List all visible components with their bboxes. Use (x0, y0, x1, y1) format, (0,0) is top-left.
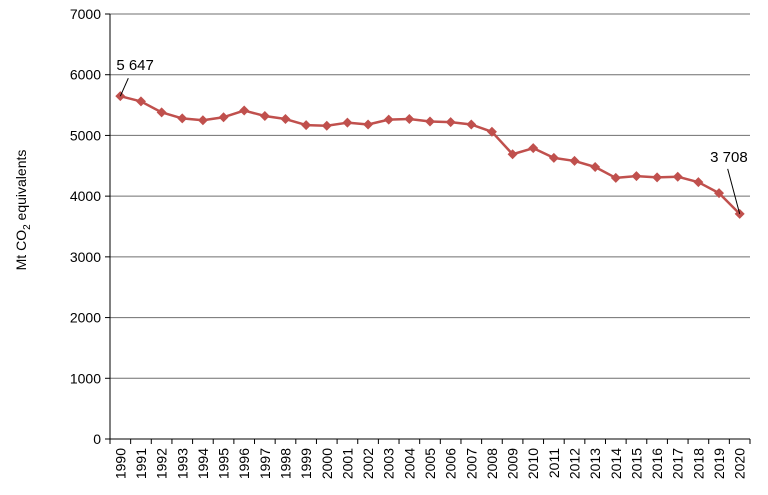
data-point-marker (197, 115, 208, 126)
data-point-marker (321, 120, 332, 131)
x-tick-label: 2004 (401, 448, 417, 479)
data-point-marker (404, 114, 415, 125)
data-point-marker (259, 111, 270, 121)
data-point-marker (714, 188, 725, 199)
data-point-marker (239, 105, 250, 116)
data-point-marker (631, 171, 642, 182)
y-tick-label: 0 (93, 431, 101, 447)
x-tick-label: 2008 (484, 448, 500, 479)
x-tick-label: 2006 (443, 448, 459, 479)
data-point-marker (135, 96, 146, 107)
y-tick-label: 7000 (70, 6, 101, 22)
axes (109, 14, 750, 440)
data-point-marker (383, 114, 394, 125)
data-point-marker (445, 117, 456, 128)
x-tick-label: 2012 (567, 448, 583, 479)
y-axis-label: Mt CO2 equivalents (13, 150, 33, 271)
x-tick-label: 1992 (154, 448, 170, 479)
data-point-marker (218, 112, 229, 123)
x-tick-label: 2009 (505, 448, 521, 479)
x-tick-label: 1995 (216, 448, 232, 479)
data-point-marker (177, 113, 188, 124)
data-point-marker (486, 126, 497, 137)
data-point-marker (425, 116, 435, 127)
annotation-leader (727, 168, 741, 215)
x-tick-label: 2005 (422, 448, 438, 479)
data-point-marker (652, 172, 663, 183)
data-point-marker (342, 117, 353, 128)
data-point-marker (693, 177, 704, 188)
data-point-marker (672, 171, 683, 182)
x-tick-label: 2020 (732, 448, 748, 479)
y-axis-label-subscript: 2 (22, 224, 33, 230)
x-tick-label: 2001 (339, 448, 355, 479)
x-tick-label: 2011 (546, 448, 562, 478)
y-tick-label: 4000 (70, 188, 101, 204)
data-point-marker (548, 152, 559, 163)
annotation-leader (119, 77, 129, 97)
annotation-label: 3 708 (710, 149, 748, 166)
x-tick-label: 2003 (381, 448, 397, 479)
gridlines (110, 13, 750, 379)
data-point-marker (507, 149, 518, 160)
x-tick-label: 1999 (298, 448, 314, 479)
x-tick-label: 2019 (711, 448, 727, 479)
annotations: 5 647 3 708 (116, 57, 748, 215)
data-point-marker (363, 119, 374, 130)
y-tick-label: 6000 (70, 67, 101, 83)
x-tick-label: 2002 (360, 448, 376, 479)
x-tick-label: 2015 (628, 448, 644, 479)
x-tick-label: 2017 (670, 448, 686, 479)
x-tick-label: 1997 (257, 448, 273, 479)
x-tick-label: 2010 (525, 448, 541, 479)
y-tick-label: 1000 (70, 370, 101, 386)
x-tick-label: 2007 (463, 448, 479, 479)
x-tick-label: 2014 (608, 448, 624, 479)
x-tick-label: 2018 (690, 448, 706, 479)
data-point-marker (466, 119, 477, 130)
x-tick-label: 1990 (112, 448, 128, 479)
x-tick-label: 1993 (174, 448, 190, 479)
y-tick-label: 3000 (70, 249, 101, 265)
y-tick-label: 2000 (70, 310, 101, 326)
x-tick-label: 1998 (277, 448, 293, 479)
x-tick-label: 1991 (133, 448, 149, 479)
data-point-marker (610, 172, 621, 183)
x-tick-label: 2016 (649, 448, 665, 479)
y-axis-label-suffix: equivalents (13, 150, 29, 225)
data-point-marker (301, 120, 312, 131)
x-tick-labels: 1990 1991 1992 1993 1994 1995 1996 1997 1998 1999… (109, 439, 751, 479)
y-tick-label: 5000 (70, 127, 101, 143)
annotation-label: 5 647 (116, 57, 154, 74)
x-tick-label: 2013 (587, 448, 603, 479)
data-point-marker (156, 107, 167, 118)
x-tick-label: 2000 (319, 448, 335, 479)
data-point-marker (569, 155, 580, 166)
data-point-marker (280, 114, 291, 125)
y-tick-labels: 0 1000 2000 3000 4000 5000 6000 7000 (70, 6, 110, 447)
y-axis-label-prefix: Mt CO (13, 230, 29, 271)
x-tick-label: 1994 (195, 448, 211, 479)
data-point-marker (590, 162, 601, 172)
x-tick-label: 1996 (236, 448, 252, 479)
series-layer (115, 91, 745, 219)
data-point-marker (528, 143, 539, 154)
